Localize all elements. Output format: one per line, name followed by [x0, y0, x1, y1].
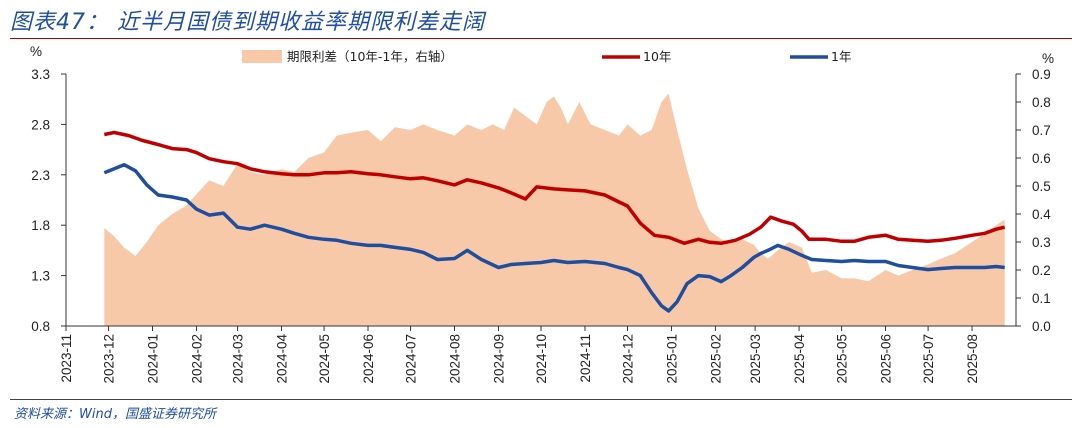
right-tick-label: 0.2	[1032, 263, 1051, 278]
right-tick-label: 0.8	[1032, 95, 1051, 110]
x-tick-label: 2024-01	[145, 334, 160, 384]
left-tick-label: 2.8	[31, 117, 50, 132]
x-tick-label: 2024-07	[404, 334, 419, 384]
left-tick-label: 1.8	[31, 218, 50, 233]
right-tick-label: 0.7	[1032, 123, 1051, 138]
legend-label-spread: 期限利差（10年-1年，右轴）	[287, 49, 453, 64]
x-tick-label: 2025-06	[879, 334, 894, 384]
left-tick-label: 3.3	[31, 67, 50, 82]
left-tick-label: 0.8	[31, 319, 50, 334]
series-lines-layer	[103, 130, 1006, 313]
x-tick-label: 2025-08	[965, 334, 980, 384]
x-tick-label: 2025-01	[664, 334, 679, 384]
tick-labels-layer: 0.8 1.3 1.8 2.3 2.8 3.3 0.0 0.1 0.2 0.3 0.4 0.5 0.6 0…	[31, 67, 1051, 384]
right-tick-label: 0.5	[1032, 179, 1051, 194]
right-tick-label: 0.3	[1032, 235, 1051, 250]
source-divider	[10, 399, 1072, 400]
series-line-1y	[103, 162, 1005, 313]
x-tick-label: 2023-11	[59, 334, 74, 383]
x-tick-label: 2023-12	[102, 334, 117, 384]
left-tick-label: 2.3	[31, 168, 50, 183]
series-area-spread	[104, 93, 1005, 326]
legend-label-1y: 1年	[831, 49, 851, 64]
x-tick-label: 2024-08	[448, 334, 463, 384]
legend-swatch-spread	[242, 50, 282, 63]
x-tick-label: 2025-07	[921, 334, 936, 384]
chart-title: 图表47： 近半月国债到期收益率期限利差走阔	[10, 10, 485, 35]
source-note: 资料来源：Wind，国盛证券研究所	[14, 407, 216, 422]
right-tick-label: 0.9	[1032, 67, 1051, 82]
x-tick-label: 2024-10	[534, 334, 549, 384]
x-tick-label: 2024-02	[189, 334, 204, 384]
left-tick-label: 1.3	[31, 269, 50, 284]
x-tick-label: 2024-11	[578, 334, 593, 383]
series-line-10y	[103, 130, 1006, 246]
x-tick-label: 2024-09	[491, 334, 506, 384]
right-tick-label: 0.6	[1032, 151, 1051, 166]
x-tick-label: 2024-06	[361, 334, 376, 384]
x-tick-label: 2024-12	[620, 334, 635, 384]
x-tick-label: 2025-03	[748, 334, 763, 384]
x-tick-label: 2024-04	[275, 334, 290, 384]
legend: 期限利差（10年-1年，右轴） 10年 1年	[242, 49, 851, 64]
x-tick-label: 2025-04	[792, 334, 807, 384]
x-tick-label: 2024-05	[317, 334, 332, 384]
x-tick-label: 2025-05	[835, 334, 850, 384]
chart: % % 0.8 1.3 1.8 2.3 2.8 3.3 0.0 0.1 0.2 0.3 0.4 0.5…	[30, 44, 1054, 384]
x-tick-label: 2025-02	[708, 334, 723, 384]
title-underline	[10, 38, 1072, 39]
x-tick-label: 2024-03	[231, 334, 246, 384]
left-unit-label: %	[30, 44, 42, 59]
spread-area-layer	[104, 93, 1005, 326]
right-unit-label: %	[1042, 51, 1054, 66]
right-tick-label: 0.0	[1032, 319, 1051, 334]
right-tick-label: 0.4	[1032, 207, 1051, 222]
legend-label-10y: 10年	[643, 49, 671, 64]
right-tick-label: 0.1	[1032, 291, 1051, 306]
